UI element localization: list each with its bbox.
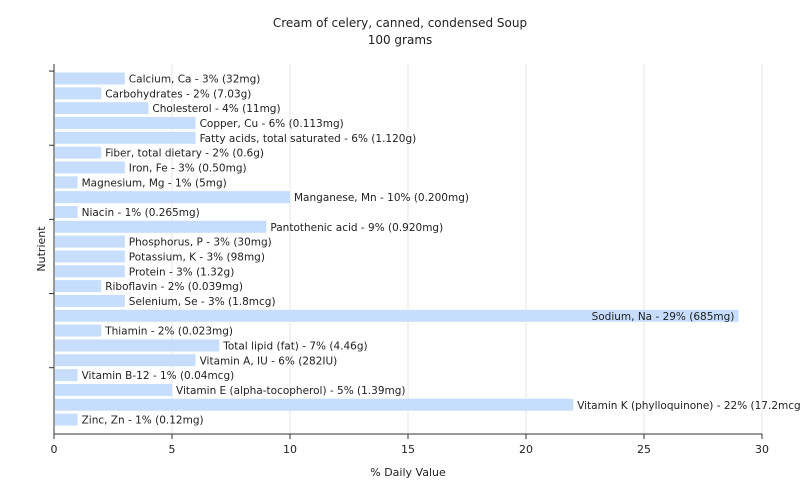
- bar: [55, 87, 102, 100]
- bar-label: Thiamin - 2% (0.023mg): [104, 326, 233, 338]
- bar-label: Magnesium, Mg - 1% (5mg): [82, 177, 227, 189]
- bar-label: Riboflavin - 2% (0.039mg): [105, 281, 243, 293]
- bar-label: Protein - 3% (1.32g): [129, 266, 235, 278]
- bar: [55, 383, 172, 396]
- chart-subtitle: 100 grams: [368, 33, 433, 47]
- bar: [55, 235, 125, 248]
- bar-label: Total lipid (fat) - 7% (4.46g): [222, 340, 367, 352]
- bar: [55, 324, 102, 337]
- bar-label: Potassium, K - 3% (98mg): [129, 251, 265, 263]
- bar-label: Cholesterol - 4% (11mg): [152, 103, 280, 115]
- x-tick-label: 20: [519, 443, 533, 456]
- bar: [55, 413, 78, 426]
- bar-label: Carbohydrates - 2% (7.03g): [105, 88, 251, 100]
- x-tick-label: 25: [637, 443, 651, 456]
- bar-label: Niacin - 1% (0.265mg): [82, 207, 200, 219]
- y-axis-label: Nutrient: [35, 226, 48, 272]
- bar: [55, 102, 149, 115]
- y-ticks: [49, 70, 54, 369]
- bar-label: Fatty acids, total saturated - 6% (1.120…: [200, 133, 417, 145]
- bar: [55, 116, 196, 129]
- bar: [55, 280, 102, 293]
- bar-label: Copper, Cu - 6% (0.113mg): [200, 118, 344, 130]
- bar-label: Selenium, Se - 3% (1.8mcg): [129, 296, 276, 308]
- bar-label: Vitamin A, IU - 6% (282IU): [200, 355, 338, 367]
- bar: [55, 398, 574, 411]
- bar-label: Manganese, Mn - 10% (0.200mg): [294, 192, 469, 204]
- bar: [55, 176, 78, 189]
- bar-label: Phosphorus, P - 3% (30mg): [129, 237, 272, 249]
- bar-label: Pantothenic acid - 9% (0.920mg): [270, 222, 443, 234]
- bar-label: Sodium, Na - 29% (685mg): [592, 311, 735, 323]
- bar: [55, 354, 196, 367]
- bar-label: Zinc, Zn - 1% (0.12mg): [82, 415, 204, 427]
- bar-label: Fiber, total dietary - 2% (0.6g): [105, 148, 264, 160]
- gridlines: [171, 64, 763, 434]
- bar-label: Vitamin K (phylloquinone) - 22% (17.2mcg…: [577, 400, 800, 412]
- bar: [55, 131, 196, 144]
- bar: [55, 294, 125, 307]
- x-tick-label: 15: [401, 443, 415, 456]
- bar: [55, 205, 78, 218]
- x-tick-label: 0: [51, 443, 58, 456]
- x-tick-label: 30: [755, 443, 769, 456]
- bar: [55, 146, 102, 159]
- bar: [55, 250, 125, 263]
- bar-label: Calcium, Ca - 3% (32mg): [129, 74, 261, 86]
- bar-label: Vitamin E (alpha-tocopherol) - 5% (1.39m…: [176, 385, 406, 397]
- chart-title: Cream of celery, canned, condensed Soup: [273, 16, 527, 30]
- x-ticks: 0 5 10 15 20 25 30: [51, 434, 769, 456]
- bar: [55, 191, 290, 204]
- bar: [55, 339, 220, 352]
- bar: [55, 369, 78, 382]
- x-tick-label: 10: [283, 443, 297, 456]
- bar-label: Vitamin B-12 - 1% (0.04mcg): [82, 370, 235, 382]
- bar: [55, 72, 125, 85]
- bars: [55, 72, 739, 426]
- bar-labels: Calcium, Ca - 3% (32mg) Carbohydrates - 2…: [82, 74, 800, 427]
- bar: [55, 309, 739, 322]
- x-axis-label: % Daily Value: [370, 466, 446, 479]
- bar-label: Iron, Fe - 3% (0.50mg): [129, 162, 247, 174]
- x-tick-label: 5: [169, 443, 176, 456]
- bar: [55, 161, 125, 174]
- bar: [55, 220, 267, 233]
- bar: [55, 265, 125, 278]
